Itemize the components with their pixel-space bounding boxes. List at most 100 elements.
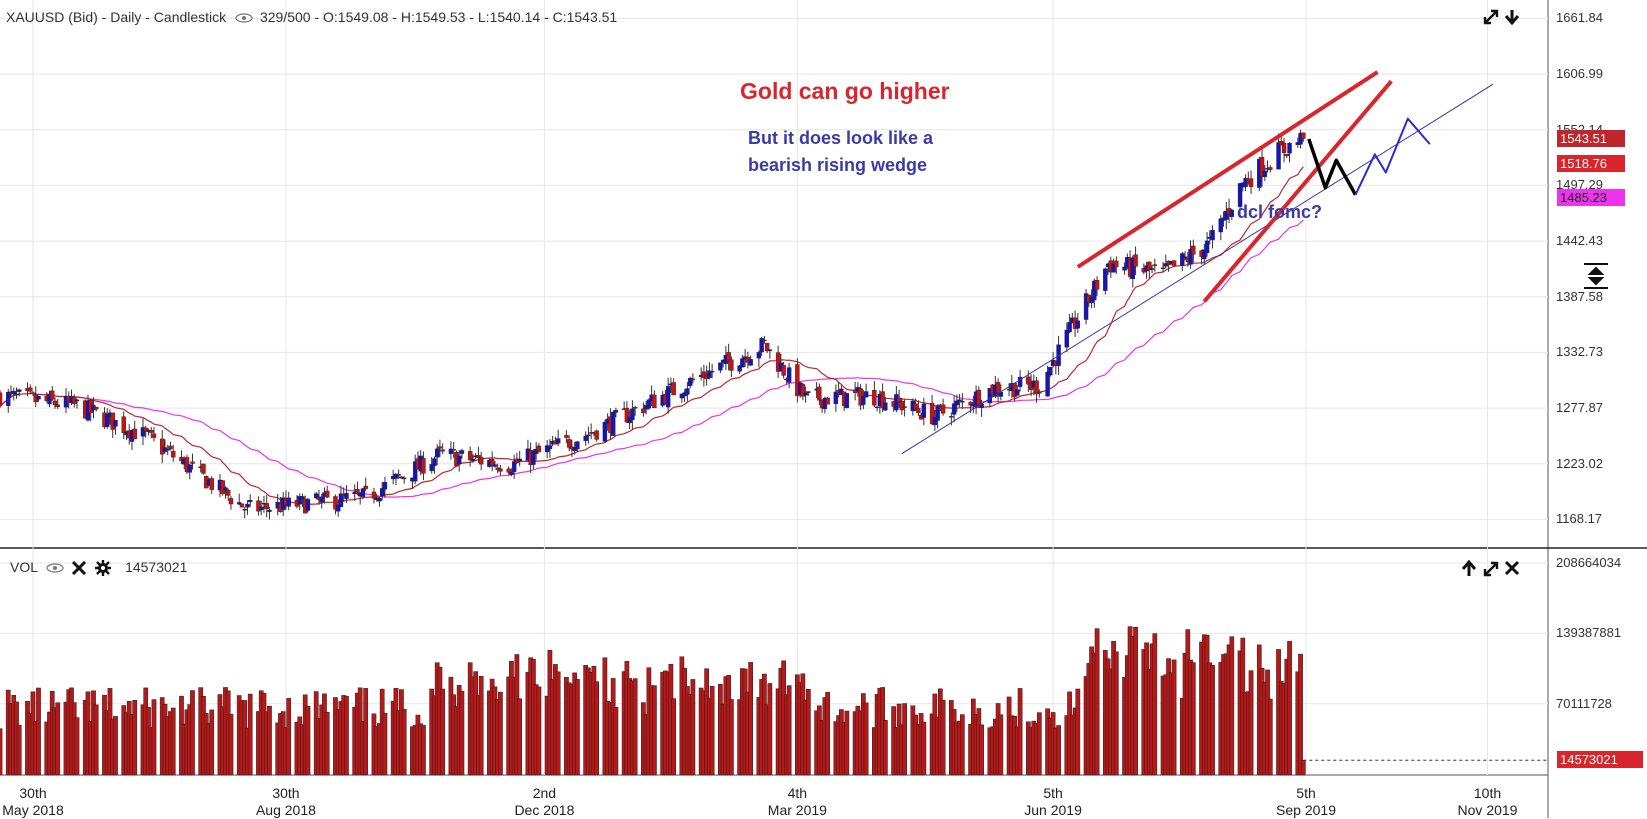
candle — [632, 405, 638, 416]
candle-body — [929, 402, 935, 425]
candle — [456, 450, 462, 472]
price-pane-header: XAUUSD (Bid) - Daily - Candlestick 329/5… — [6, 9, 618, 25]
candle — [459, 448, 465, 459]
volume-bar — [844, 710, 850, 776]
candle — [748, 355, 753, 366]
candle — [360, 487, 366, 500]
candle — [1180, 251, 1185, 272]
volume-bar — [1248, 670, 1254, 776]
x-axis-month: Nov 2019 — [1457, 802, 1518, 818]
candle-body — [489, 459, 495, 466]
expand-icon[interactable] — [1482, 8, 1500, 31]
candle-body — [50, 390, 55, 400]
candle-body — [371, 491, 377, 499]
close-icon[interactable] — [71, 561, 87, 576]
candle-body — [756, 352, 762, 359]
gridlines — [0, 0, 1548, 775]
candle — [14, 387, 19, 399]
candle-body — [1284, 154, 1289, 157]
candle — [759, 336, 764, 356]
candle — [1133, 246, 1138, 276]
price-tick-label: 1277.87 — [1556, 400, 1603, 416]
candle-body — [259, 506, 264, 510]
resize-icon[interactable] — [1482, 560, 1500, 583]
candle-body — [344, 493, 349, 499]
candle — [767, 349, 773, 359]
candle — [1067, 314, 1072, 334]
price-tick-label: 1387.58 — [1556, 288, 1603, 304]
candle — [17, 388, 22, 397]
candle — [764, 342, 770, 353]
candle-body — [267, 509, 272, 512]
candle-body — [921, 403, 927, 418]
pane-divider-handle-icon[interactable] — [1582, 262, 1610, 295]
candle-body — [646, 399, 652, 409]
candle — [1188, 240, 1193, 269]
candle — [1210, 225, 1215, 249]
candle-body — [1202, 249, 1207, 260]
arrow-up-icon[interactable] — [1461, 559, 1477, 583]
candle-body — [220, 480, 225, 494]
volume-bar — [517, 698, 523, 776]
candle-body — [896, 397, 902, 403]
volume-bar — [286, 698, 292, 776]
candle — [160, 430, 165, 464]
candle — [377, 497, 382, 507]
candle — [305, 497, 311, 513]
candle — [646, 398, 652, 410]
candle-body — [456, 455, 462, 465]
volume-bar — [709, 685, 715, 776]
volume-bar — [1267, 698, 1273, 776]
candle-body — [245, 503, 250, 508]
candle — [1048, 366, 1053, 377]
candle — [209, 476, 214, 494]
candle — [396, 469, 401, 479]
candle-body — [1133, 254, 1138, 267]
candle-body — [536, 445, 542, 453]
candle — [52, 397, 58, 409]
candle — [547, 439, 553, 458]
close-icon[interactable] — [1504, 560, 1520, 581]
x-axis-day: 5th — [1296, 785, 1316, 801]
candle — [781, 361, 786, 379]
candle-body — [602, 422, 608, 442]
candle-body — [319, 496, 324, 503]
candle-body — [1152, 264, 1158, 267]
candle — [1268, 165, 1273, 173]
candle-body — [470, 458, 476, 461]
candle — [1149, 265, 1155, 274]
candle-body — [632, 407, 638, 409]
candle-body — [0, 392, 3, 407]
candle — [1122, 262, 1127, 275]
candle-body — [300, 496, 305, 500]
volume-bar — [16, 724, 22, 776]
candle — [1171, 260, 1177, 267]
candle — [237, 493, 242, 505]
volume-bar — [74, 717, 80, 776]
download-icon[interactable] — [1504, 8, 1520, 31]
candle-body — [1229, 209, 1235, 217]
candle-body — [338, 493, 344, 508]
price-tick-label: 1442.43 — [1556, 233, 1603, 249]
candle — [28, 384, 33, 395]
candle-body — [627, 417, 632, 424]
candle — [786, 362, 792, 389]
volume-bar — [170, 707, 176, 776]
candle-body — [399, 476, 404, 479]
candle-body — [759, 338, 764, 353]
gear-icon[interactable] — [95, 560, 112, 577]
candle-body — [297, 496, 302, 505]
candle — [517, 450, 522, 467]
candle-body — [641, 408, 646, 414]
candle-body — [223, 487, 228, 491]
candle-body — [509, 472, 514, 475]
candle-body — [451, 448, 456, 451]
candle — [239, 503, 245, 508]
candle-body — [140, 427, 146, 437]
eye-icon[interactable] — [235, 13, 253, 23]
candle — [256, 496, 261, 516]
candle-body — [844, 393, 850, 409]
eye-icon[interactable] — [46, 563, 64, 573]
volume-bar — [613, 707, 619, 776]
